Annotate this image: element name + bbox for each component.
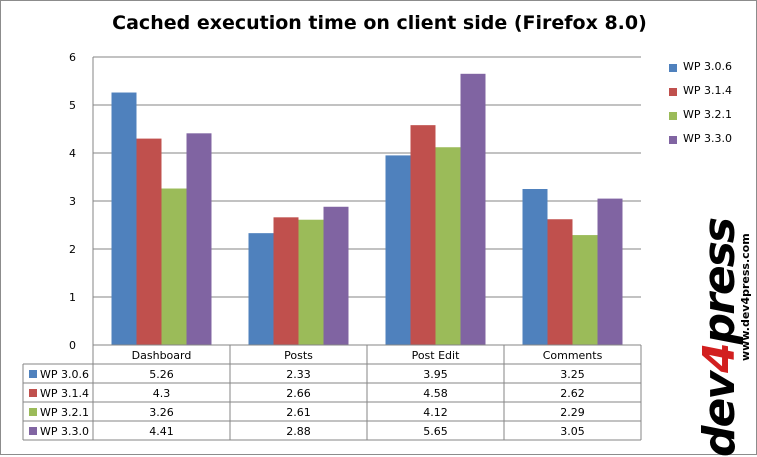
table-series-name: WP 3.3.0 [40,425,89,438]
legend-label: WP 3.1.4 [683,84,732,97]
data-label: 5.26 [149,368,174,381]
legend-swatch [669,88,677,96]
data-label: 4.58 [423,387,448,400]
data-label: 3.95 [423,368,448,381]
category-label: Post Edit [412,349,461,362]
y-tick-label: 1 [69,291,76,304]
watermark-url: www.dev4press.com [739,233,752,361]
bar [248,233,274,345]
y-tick-label: 5 [69,99,76,112]
data-label: 3.26 [149,406,174,419]
data-label: 3.05 [560,425,585,438]
legend-label: WP 3.0.6 [683,60,732,73]
y-tick-label: 0 [69,339,76,352]
category-label: Comments [543,349,603,362]
table-series-name: WP 3.0.6 [40,368,89,381]
category-label: Posts [284,349,313,362]
bar [323,206,349,345]
data-label: 3.25 [560,368,585,381]
data-label: 2.61 [286,406,311,419]
data-label: 4.12 [423,406,448,419]
bar [410,125,436,345]
data-label: 5.65 [423,425,448,438]
chart-title: Cached execution time on client side (Fi… [112,12,647,34]
bar [161,188,187,345]
data-label: 2.88 [286,425,311,438]
bar [186,133,212,345]
bar [522,189,548,345]
y-tick-label: 2 [69,243,76,256]
y-tick-label: 3 [69,195,76,208]
dev4press-watermark: dev4press www.dev4press.com [694,218,752,457]
legend-swatch [669,136,677,144]
bar [547,219,573,345]
table-legend-swatch [29,389,37,397]
data-label: 2.66 [286,387,311,400]
data-label: 2.29 [560,406,585,419]
y-tick-label: 6 [69,51,76,64]
bar [273,217,299,345]
category-label: Dashboard [132,349,192,362]
watermark-logo: dev4press [694,218,745,457]
legend-swatch [669,112,677,120]
y-tick-label: 4 [69,147,76,160]
legend-label: WP 3.2.1 [683,108,732,121]
data-label: 4.3 [153,387,171,400]
bar [136,138,162,345]
legend-swatch [669,64,677,72]
table-legend-swatch [29,427,37,435]
bar [572,235,598,345]
bar [460,73,486,346]
bar [298,219,324,345]
data-label: 2.33 [286,368,311,381]
bar [597,198,623,345]
bar [435,147,461,345]
legend-label: WP 3.3.0 [683,132,732,145]
data-label: 4.41 [149,425,174,438]
bar [385,155,411,345]
table-series-name: WP 3.1.4 [40,387,89,400]
bar [111,92,137,346]
table-series-name: WP 3.2.1 [40,406,89,419]
table-legend-swatch [29,408,37,416]
table-legend-swatch [29,370,37,378]
data-label: 2.62 [560,387,585,400]
